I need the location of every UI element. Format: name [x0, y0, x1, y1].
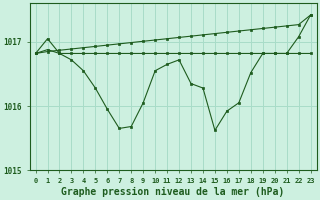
X-axis label: Graphe pression niveau de la mer (hPa): Graphe pression niveau de la mer (hPa) [61, 186, 285, 197]
